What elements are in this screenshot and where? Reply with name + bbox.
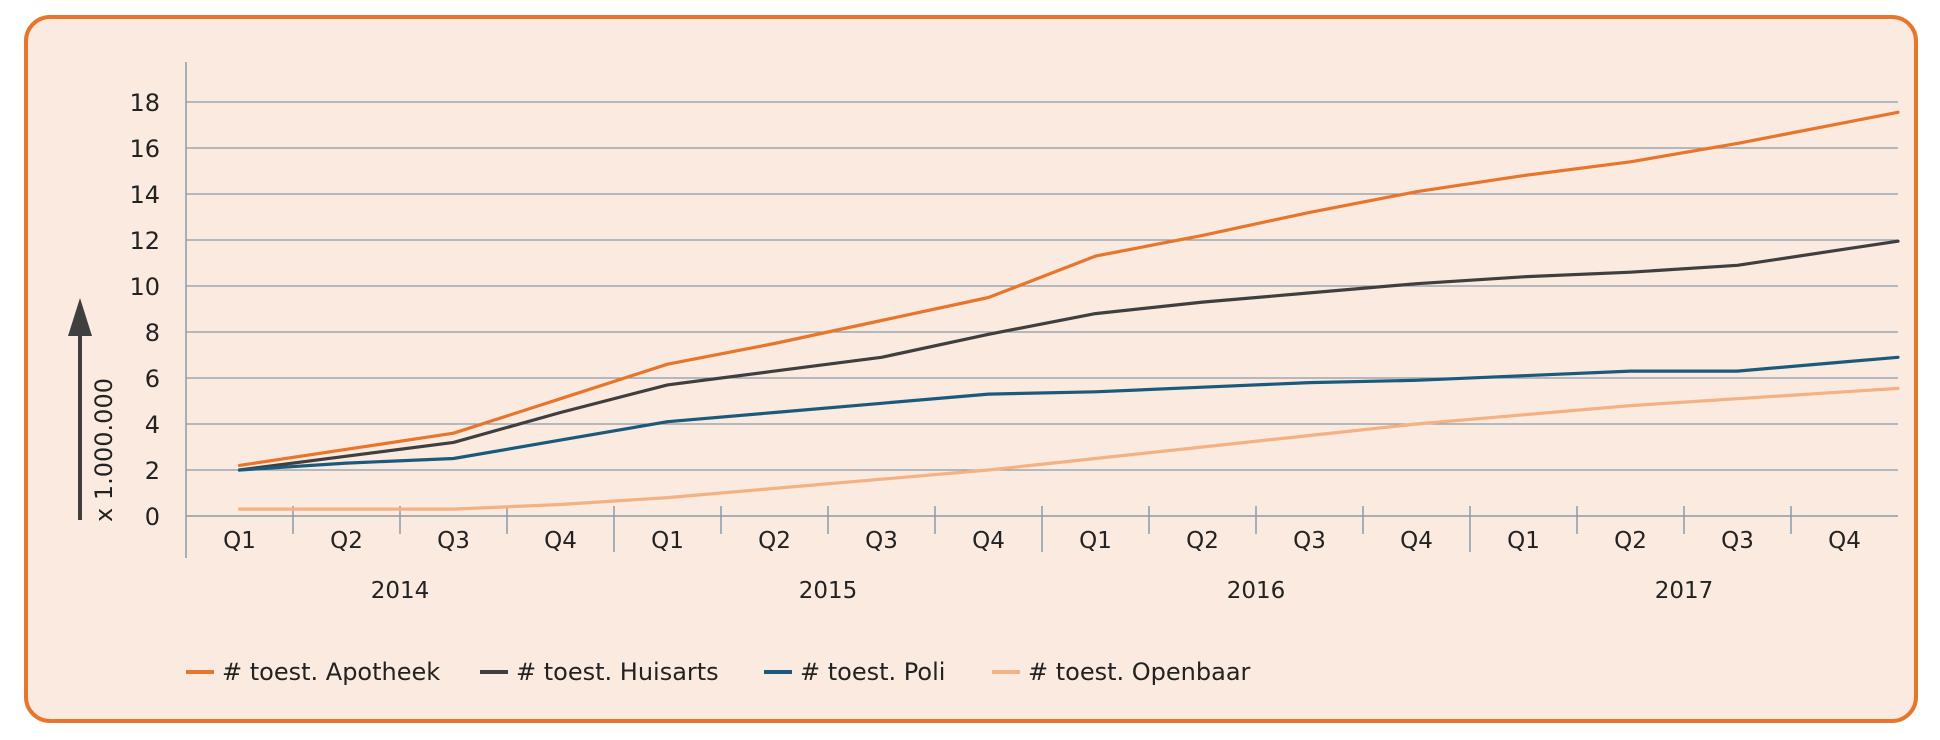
- x-tick-label: Q1: [223, 528, 256, 554]
- x-tick-label: Q3: [1721, 528, 1754, 554]
- x-tick-label: Q1: [1079, 528, 1112, 554]
- x-tick-label: Q3: [1293, 528, 1326, 554]
- chart-frame: [24, 15, 1918, 723]
- series-line-3: [237, 355, 1900, 472]
- x-tick-label: Q2: [1186, 528, 1219, 554]
- y-axis-arrow-head: [68, 298, 92, 336]
- y-tick-label: 2: [145, 457, 160, 485]
- legend-label: # toest. Apotheek: [222, 658, 440, 686]
- year-label: 2017: [1655, 578, 1714, 604]
- y-axis-label: x 1.000.000: [90, 378, 118, 522]
- x-tick-label: Q4: [544, 528, 577, 554]
- x-tick-label: Q3: [865, 528, 898, 554]
- x-tick-label: Q4: [1400, 528, 1433, 554]
- x-tick-label: Q2: [330, 528, 363, 554]
- y-tick-label: 10: [129, 273, 160, 301]
- y-tick-label: 6: [145, 365, 160, 393]
- y-tick-label: 16: [129, 135, 160, 163]
- x-tick-label: Q3: [437, 528, 470, 554]
- year-label: 2015: [799, 578, 858, 604]
- x-tick-label: Q2: [1614, 528, 1647, 554]
- y-tick-label: 12: [129, 227, 160, 255]
- legend-label: # toest. Huisarts: [516, 658, 719, 686]
- year-label: 2014: [371, 578, 430, 604]
- x-tick-label: Q4: [972, 528, 1005, 554]
- x-tick-label: Q1: [1507, 528, 1540, 554]
- y-tick-label: 8: [145, 319, 160, 347]
- y-tick-label: 0: [145, 503, 160, 531]
- series-line-4: [237, 386, 1900, 511]
- x-tick-label: Q2: [758, 528, 791, 554]
- y-tick-label: 14: [129, 181, 160, 209]
- legend-label: # toest. Poli: [800, 658, 945, 686]
- series-line-2: [237, 239, 1900, 472]
- year-label: 2016: [1227, 578, 1286, 604]
- series-line-1: [237, 110, 1900, 467]
- y-tick-label: 18: [129, 89, 160, 117]
- legend: # toest. Apotheek # toest. Huisarts # toes…: [186, 658, 1251, 686]
- x-tick-label: Q1: [651, 528, 684, 554]
- x-tick-label: Q4: [1828, 528, 1861, 554]
- axes: [68, 62, 1898, 558]
- axis-labels: 0 2 4 6 8 10 12 14 16 18 Q1 Q2 Q3 Q4 Q1 Q2 Q3 Q4 Q1 Q2 Q3 Q4 Q…: [129, 89, 1860, 604]
- series-lines: [237, 110, 1900, 511]
- legend-label: # toest. Openbaar: [1028, 658, 1251, 686]
- y-tick-label: 4: [145, 411, 160, 439]
- gridlines: [186, 101, 1898, 471]
